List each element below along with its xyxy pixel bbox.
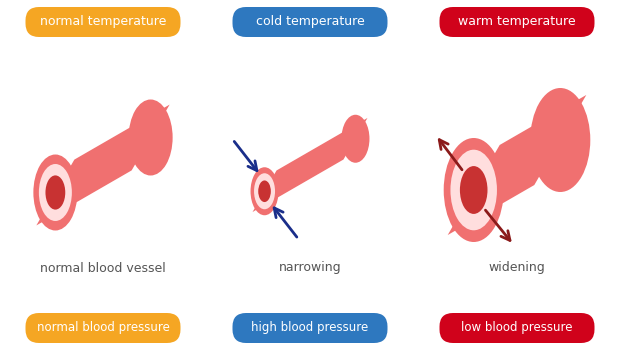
- Polygon shape: [252, 118, 368, 212]
- Ellipse shape: [342, 115, 370, 163]
- FancyBboxPatch shape: [25, 7, 180, 37]
- Text: high blood pressure: high blood pressure: [251, 322, 369, 335]
- FancyBboxPatch shape: [440, 7, 595, 37]
- Ellipse shape: [39, 164, 72, 221]
- Text: widening: widening: [489, 261, 546, 274]
- Ellipse shape: [530, 88, 590, 192]
- Ellipse shape: [33, 154, 78, 231]
- Ellipse shape: [451, 150, 497, 230]
- Text: normal temperature: normal temperature: [40, 15, 166, 28]
- Text: normal blood vessel: normal blood vessel: [40, 261, 166, 274]
- Ellipse shape: [460, 166, 487, 214]
- Text: cold temperature: cold temperature: [255, 15, 365, 28]
- Polygon shape: [37, 105, 170, 225]
- FancyBboxPatch shape: [232, 313, 388, 343]
- Text: low blood pressure: low blood pressure: [461, 322, 573, 335]
- Text: narrowing: narrowing: [278, 261, 342, 274]
- Ellipse shape: [444, 138, 503, 242]
- Ellipse shape: [250, 167, 278, 215]
- FancyBboxPatch shape: [232, 7, 388, 37]
- Polygon shape: [448, 95, 587, 235]
- Ellipse shape: [254, 173, 275, 209]
- Text: warm temperature: warm temperature: [458, 15, 576, 28]
- Ellipse shape: [128, 99, 172, 175]
- Ellipse shape: [45, 175, 65, 210]
- FancyBboxPatch shape: [25, 313, 180, 343]
- Text: normal blood pressure: normal blood pressure: [37, 322, 169, 335]
- Ellipse shape: [259, 181, 271, 202]
- FancyBboxPatch shape: [440, 313, 595, 343]
